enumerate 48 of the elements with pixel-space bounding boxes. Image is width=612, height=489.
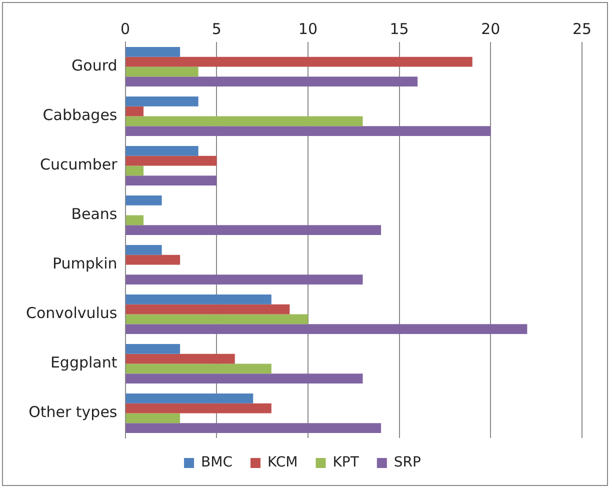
bar: [126, 354, 235, 364]
x-tick-label: 15: [390, 20, 409, 38]
bar: [126, 195, 162, 206]
bar: [126, 393, 254, 404]
bar: [126, 215, 144, 226]
x-tick-label: 10: [298, 20, 318, 38]
bar: [126, 304, 290, 314]
x-tick-label: 5: [212, 20, 222, 38]
bar: [126, 46, 180, 57]
bar: [126, 413, 180, 424]
legend-label: KCM: [267, 454, 298, 471]
x-tick-label: 25: [572, 20, 592, 38]
bar: [126, 116, 363, 126]
y-tick-label: Cucumber: [40, 156, 118, 174]
bar: [126, 96, 198, 106]
bar: [126, 66, 198, 77]
bar: [126, 403, 272, 414]
y-tick-label: Beans: [71, 205, 118, 224]
y-tick-label: Cabbages: [42, 106, 118, 124]
bar: [126, 324, 528, 334]
bar: [126, 156, 217, 166]
legend-label: KPT: [332, 454, 360, 471]
legend-label: BMC: [201, 454, 233, 471]
bar: [126, 76, 418, 87]
bar: [126, 146, 198, 156]
x-tick-label: 0: [120, 20, 130, 38]
bar: [126, 314, 308, 324]
bar: [126, 423, 382, 434]
y-tick-label: Eggplant: [50, 354, 118, 372]
bar: [126, 274, 363, 285]
x-tick-label: 20: [481, 20, 500, 38]
bar: [126, 225, 382, 236]
y-tick-label: Gourd: [72, 56, 118, 75]
bar: [126, 176, 217, 186]
bar: [126, 106, 144, 116]
legend-label: SRP: [394, 454, 421, 471]
bar: [126, 56, 472, 67]
bar: [126, 166, 144, 176]
bar: [126, 374, 363, 384]
bar: [126, 344, 180, 354]
bar: [126, 254, 180, 265]
bar: [126, 126, 491, 136]
bar: [126, 364, 272, 374]
y-tick-label: Other types: [28, 403, 118, 422]
y-tick-label: Pumpkin: [52, 254, 118, 273]
bar: [126, 244, 162, 255]
bar: [126, 294, 272, 304]
y-tick-label: Convolvulus: [26, 304, 118, 322]
